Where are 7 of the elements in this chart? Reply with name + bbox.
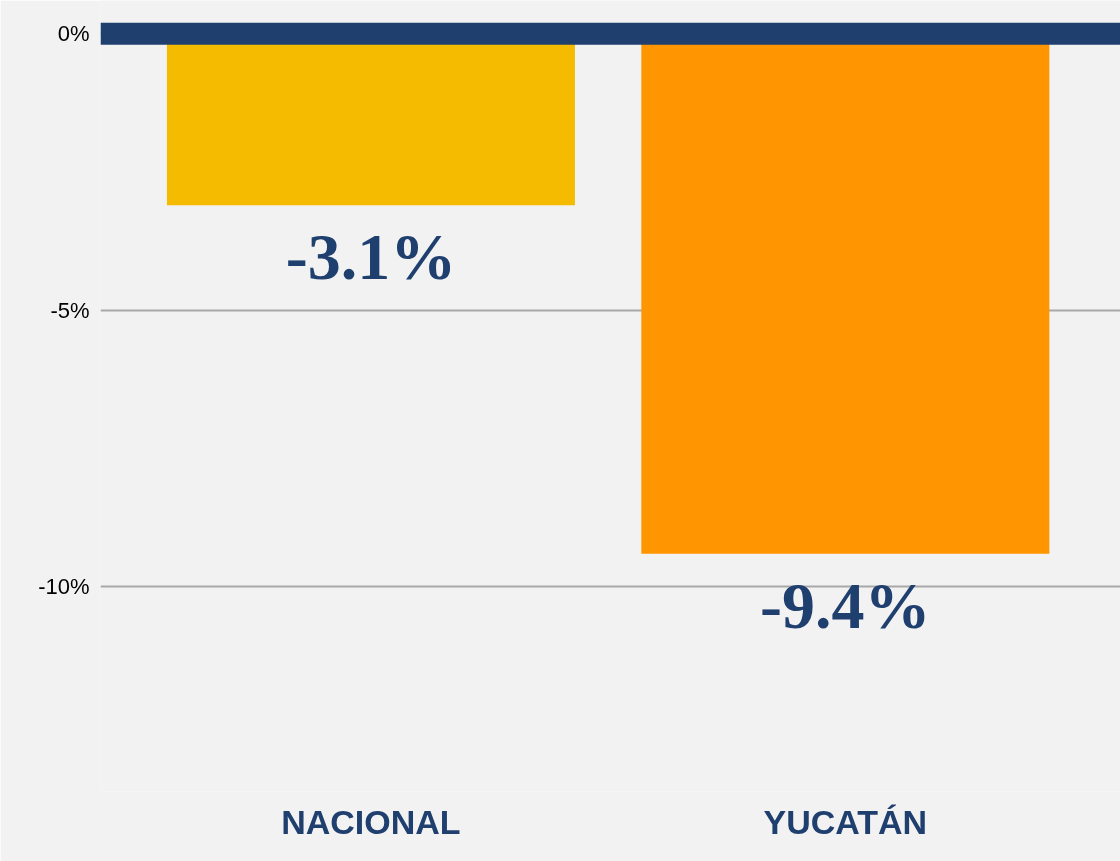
y-tick-label: -10% (38, 574, 90, 600)
y-tick-label: -5% (50, 297, 90, 323)
data-label: -3.1% (285, 220, 457, 294)
x-tick-label: NACIONAL (281, 802, 461, 841)
x-tick-label: YUCATÁN (763, 802, 928, 841)
y-tick-label: 0% (57, 21, 90, 47)
data-label: -9.4% (760, 568, 931, 642)
